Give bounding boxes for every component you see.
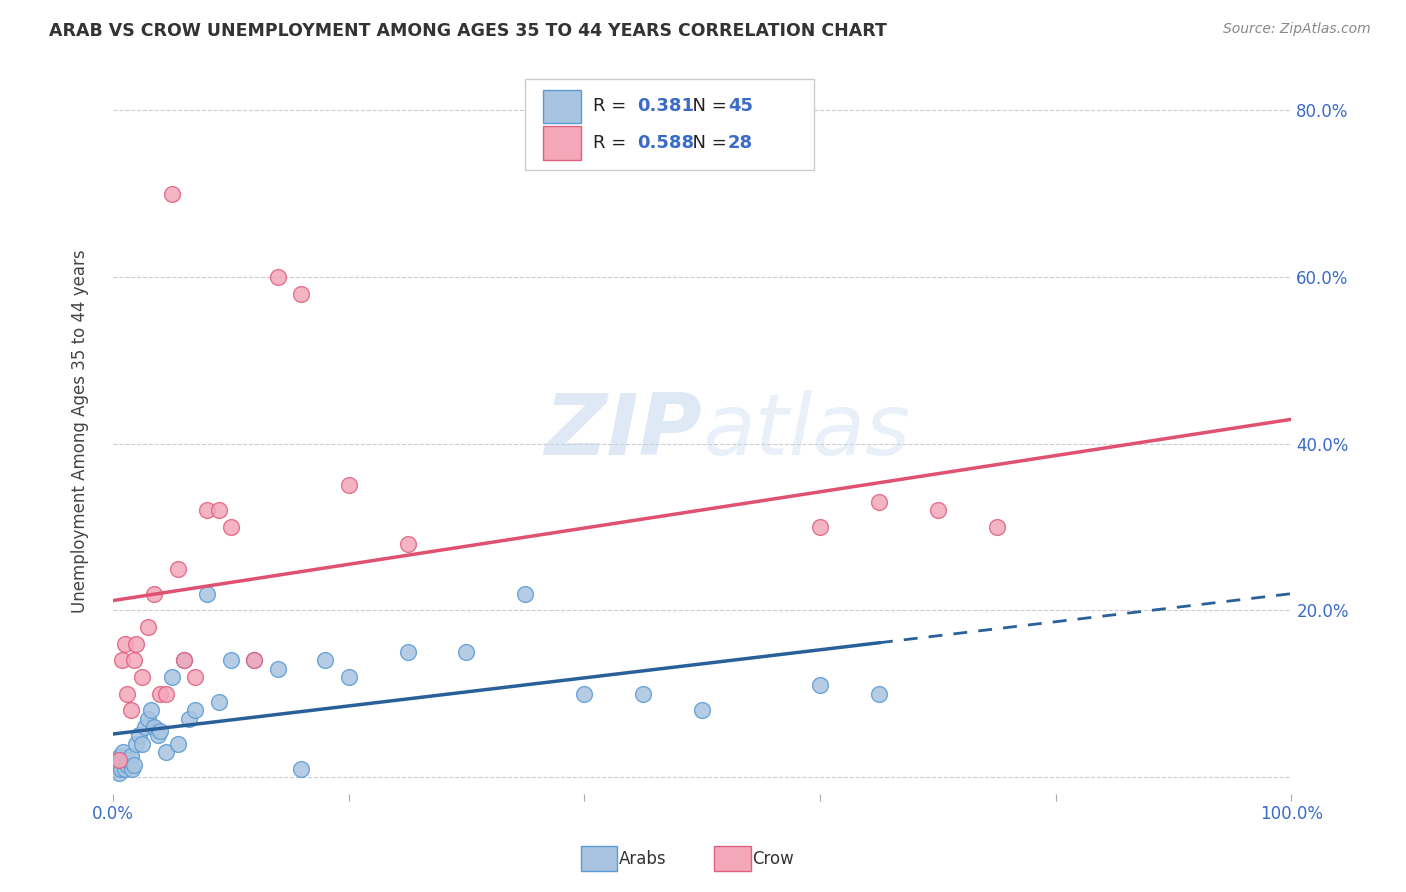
Text: N =: N = bbox=[681, 97, 733, 115]
Text: 28: 28 bbox=[728, 134, 754, 152]
Point bbox=[690, 703, 713, 717]
Point bbox=[337, 670, 360, 684]
Point bbox=[219, 520, 242, 534]
Point bbox=[149, 687, 172, 701]
Text: 0.588: 0.588 bbox=[637, 134, 695, 152]
Point bbox=[166, 561, 188, 575]
Point bbox=[179, 712, 201, 726]
Point bbox=[195, 587, 218, 601]
Point bbox=[121, 762, 143, 776]
Point bbox=[112, 745, 135, 759]
Point bbox=[243, 653, 266, 667]
Text: ZIP: ZIP bbox=[544, 390, 702, 473]
Point bbox=[105, 762, 128, 776]
Point bbox=[314, 653, 336, 667]
Point bbox=[166, 737, 188, 751]
Point bbox=[337, 478, 360, 492]
Point bbox=[219, 653, 242, 667]
Point bbox=[125, 637, 148, 651]
Point bbox=[173, 653, 195, 667]
FancyBboxPatch shape bbox=[526, 79, 814, 170]
Point bbox=[290, 762, 312, 776]
Point bbox=[396, 645, 419, 659]
Point bbox=[195, 503, 218, 517]
Point bbox=[986, 520, 1008, 534]
Point bbox=[110, 762, 132, 776]
Point bbox=[267, 269, 290, 284]
Point bbox=[267, 662, 290, 676]
Point bbox=[134, 720, 156, 734]
Text: atlas: atlas bbox=[702, 390, 910, 473]
Point bbox=[143, 587, 166, 601]
Text: Crow: Crow bbox=[752, 850, 794, 868]
Text: Arabs: Arabs bbox=[619, 850, 666, 868]
Point bbox=[808, 520, 831, 534]
Text: N =: N = bbox=[681, 134, 733, 152]
Point bbox=[115, 757, 138, 772]
Point bbox=[868, 495, 890, 509]
Point bbox=[155, 745, 177, 759]
Point bbox=[184, 703, 207, 717]
Text: 0.381: 0.381 bbox=[637, 97, 695, 115]
Point bbox=[114, 637, 136, 651]
Point bbox=[114, 762, 136, 776]
Point bbox=[117, 753, 139, 767]
Point bbox=[115, 687, 138, 701]
Text: Source: ZipAtlas.com: Source: ZipAtlas.com bbox=[1223, 22, 1371, 37]
Point bbox=[131, 670, 153, 684]
Point bbox=[160, 670, 183, 684]
Point bbox=[149, 724, 172, 739]
Point bbox=[122, 757, 145, 772]
Point bbox=[122, 653, 145, 667]
Point bbox=[107, 757, 129, 772]
Point bbox=[125, 737, 148, 751]
Point bbox=[107, 753, 129, 767]
Point bbox=[631, 687, 654, 701]
Point bbox=[139, 703, 162, 717]
Point bbox=[184, 670, 207, 684]
FancyBboxPatch shape bbox=[543, 127, 581, 160]
Point bbox=[143, 720, 166, 734]
Point bbox=[120, 703, 142, 717]
Point bbox=[396, 536, 419, 550]
Text: R =: R = bbox=[592, 134, 631, 152]
FancyBboxPatch shape bbox=[543, 90, 581, 123]
Point bbox=[868, 687, 890, 701]
Text: ARAB VS CROW UNEMPLOYMENT AMONG AGES 35 TO 44 YEARS CORRELATION CHART: ARAB VS CROW UNEMPLOYMENT AMONG AGES 35 … bbox=[49, 22, 887, 40]
Point bbox=[456, 645, 478, 659]
Point bbox=[111, 753, 134, 767]
Point bbox=[173, 653, 195, 667]
Point bbox=[574, 687, 596, 701]
Point bbox=[808, 678, 831, 692]
Point bbox=[136, 620, 159, 634]
Y-axis label: Unemployment Among Ages 35 to 44 years: Unemployment Among Ages 35 to 44 years bbox=[72, 249, 89, 613]
Point bbox=[128, 728, 150, 742]
Point bbox=[208, 695, 231, 709]
Text: 45: 45 bbox=[728, 97, 754, 115]
Point bbox=[515, 587, 537, 601]
Point bbox=[208, 503, 231, 517]
Point bbox=[108, 749, 131, 764]
Point bbox=[243, 653, 266, 667]
Point bbox=[136, 712, 159, 726]
Point bbox=[160, 186, 183, 201]
Point bbox=[104, 753, 127, 767]
Text: R =: R = bbox=[592, 97, 631, 115]
Point bbox=[120, 749, 142, 764]
Point bbox=[131, 737, 153, 751]
Point bbox=[111, 653, 134, 667]
Point bbox=[107, 765, 129, 780]
Point bbox=[927, 503, 949, 517]
Point bbox=[290, 286, 312, 301]
Point bbox=[146, 728, 169, 742]
Point bbox=[155, 687, 177, 701]
